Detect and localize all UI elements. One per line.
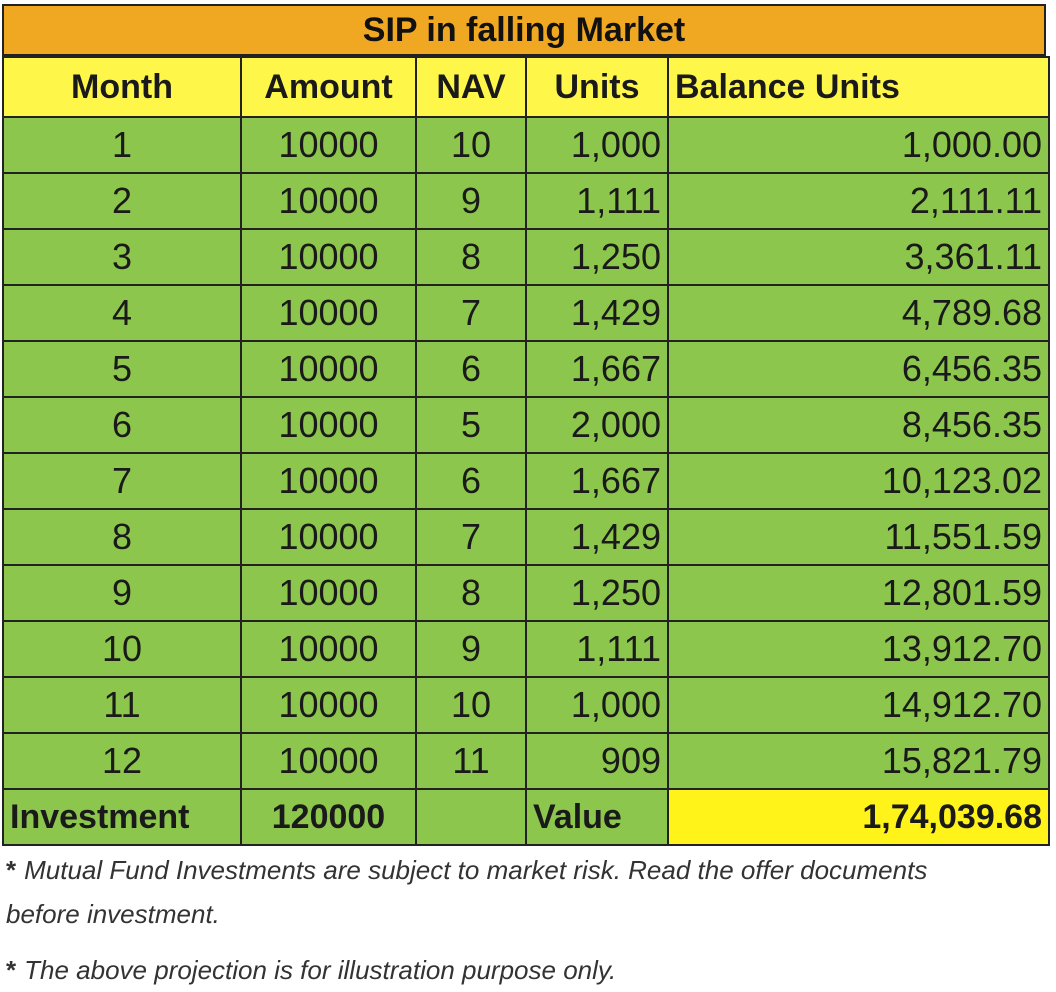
table-row: 10 10000 9 1,111 13,912.70 — [2, 620, 1050, 678]
table-row: 4 10000 7 1,429 4,789.68 — [2, 284, 1050, 342]
month-cell: 7 — [2, 452, 242, 510]
nav-cell: 7 — [415, 508, 527, 566]
footer-row: Investment 120000 Value 1,74,039.68 — [2, 788, 1050, 846]
disclaimer-note: * Mutual Fund Investments are subject to … — [6, 848, 1006, 936]
month-cell: 4 — [2, 284, 242, 342]
table-row: 7 10000 6 1,667 10,123.02 — [2, 452, 1050, 510]
table-row: 2 10000 9 1,111 2,111.11 — [2, 172, 1050, 230]
table-row: 9 10000 8 1,250 12,801.59 — [2, 564, 1050, 622]
amount-cell: 10000 — [240, 452, 417, 510]
balance-units-cell: 1,000.00 — [667, 116, 1050, 174]
units-cell: 909 — [525, 732, 669, 790]
header-units: Units — [525, 56, 669, 118]
amount-cell: 10000 — [240, 228, 417, 286]
table-title: SIP in falling Market — [2, 4, 1046, 56]
nav-cell: 5 — [415, 396, 527, 454]
balance-units-cell: 15,821.79 — [667, 732, 1050, 790]
nav-cell: 9 — [415, 172, 527, 230]
amount-cell: 10000 — [240, 508, 417, 566]
nav-cell: 9 — [415, 620, 527, 678]
units-cell: 1,667 — [525, 452, 669, 510]
units-cell: 1,000 — [525, 116, 669, 174]
balance-units-cell: 3,361.11 — [667, 228, 1050, 286]
month-cell: 11 — [2, 676, 242, 734]
table-row: 3 10000 8 1,250 3,361.11 — [2, 228, 1050, 286]
month-cell: 1 — [2, 116, 242, 174]
month-cell: 10 — [2, 620, 242, 678]
balance-units-cell: 13,912.70 — [667, 620, 1050, 678]
header-balance-units: Balance Units — [667, 56, 1050, 118]
table-row: 1 10000 10 1,000 1,000.00 — [2, 116, 1050, 174]
header-nav: NAV — [415, 56, 527, 118]
balance-units-cell: 10,123.02 — [667, 452, 1050, 510]
footer-empty-cell — [415, 788, 527, 846]
value-label: Value — [525, 788, 669, 846]
month-cell: 6 — [2, 396, 242, 454]
disclaimer-text: Mutual Fund Investments are subject to m… — [6, 855, 928, 929]
illustration-text: The above projection is for illustration… — [24, 955, 617, 985]
amount-cell: 10000 — [240, 172, 417, 230]
units-cell: 1,000 — [525, 676, 669, 734]
balance-units-cell: 14,912.70 — [667, 676, 1050, 734]
units-cell: 1,429 — [525, 284, 669, 342]
table-row: 6 10000 5 2,000 8,456.35 — [2, 396, 1050, 454]
units-cell: 1,429 — [525, 508, 669, 566]
amount-cell: 10000 — [240, 676, 417, 734]
illustration-note: * The above projection is for illustratio… — [6, 948, 1006, 992]
balance-units-cell: 11,551.59 — [667, 508, 1050, 566]
header-month: Month — [2, 56, 242, 118]
month-cell: 9 — [2, 564, 242, 622]
amount-cell: 10000 — [240, 396, 417, 454]
units-cell: 1,250 — [525, 564, 669, 622]
units-cell: 2,000 — [525, 396, 669, 454]
nav-cell: 6 — [415, 452, 527, 510]
amount-cell: 10000 — [240, 340, 417, 398]
nav-cell: 11 — [415, 732, 527, 790]
nav-cell: 7 — [415, 284, 527, 342]
month-cell: 2 — [2, 172, 242, 230]
units-cell: 1,111 — [525, 620, 669, 678]
balance-units-cell: 4,789.68 — [667, 284, 1050, 342]
month-cell: 12 — [2, 732, 242, 790]
amount-cell: 10000 — [240, 284, 417, 342]
nav-cell: 8 — [415, 564, 527, 622]
amount-cell: 10000 — [240, 732, 417, 790]
units-cell: 1,111 — [525, 172, 669, 230]
units-cell: 1,667 — [525, 340, 669, 398]
value-amount: 1,74,039.68 — [667, 788, 1050, 846]
month-cell: 5 — [2, 340, 242, 398]
balance-units-cell: 6,456.35 — [667, 340, 1050, 398]
note-marker: * — [6, 855, 17, 885]
balance-units-cell: 8,456.35 — [667, 396, 1050, 454]
units-cell: 1,250 — [525, 228, 669, 286]
table-row: 8 10000 7 1,429 11,551.59 — [2, 508, 1050, 566]
nav-cell: 8 — [415, 228, 527, 286]
amount-cell: 10000 — [240, 564, 417, 622]
table-body: 1 10000 10 1,000 1,000.00 2 10000 9 1,111 2,111.1… — [2, 116, 1050, 790]
month-cell: 3 — [2, 228, 242, 286]
nav-cell: 10 — [415, 676, 527, 734]
sip-table: Month Amount NAV Units Balance Units 1 10… — [2, 56, 1050, 846]
header-row: Month Amount NAV Units Balance Units — [2, 56, 1050, 118]
nav-cell: 10 — [415, 116, 527, 174]
table-row: 11 10000 10 1,000 14,912.70 — [2, 676, 1050, 734]
header-amount: Amount — [240, 56, 417, 118]
table-row: 5 10000 6 1,667 6,456.35 — [2, 340, 1050, 398]
amount-cell: 10000 — [240, 620, 417, 678]
table-row: 12 10000 11 909 15,821.79 — [2, 732, 1050, 790]
month-cell: 8 — [2, 508, 242, 566]
amount-cell: 10000 — [240, 116, 417, 174]
nav-cell: 6 — [415, 340, 527, 398]
note-marker: * — [6, 955, 17, 985]
investment-value: 120000 — [240, 788, 417, 846]
investment-label: Investment — [2, 788, 242, 846]
balance-units-cell: 12,801.59 — [667, 564, 1050, 622]
balance-units-cell: 2,111.11 — [667, 172, 1050, 230]
